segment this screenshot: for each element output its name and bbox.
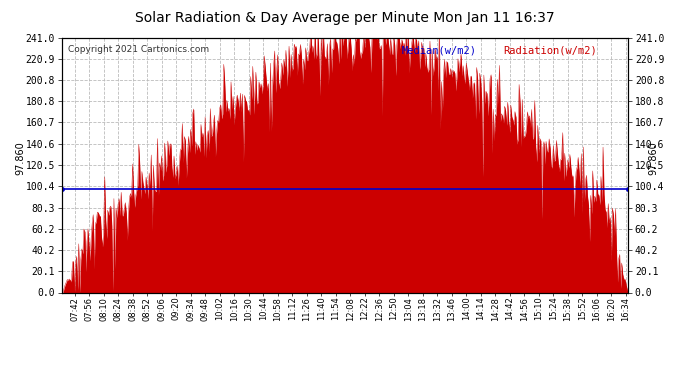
Text: Median(w/m2): Median(w/m2): [402, 45, 477, 55]
Text: Radiation(w/m2): Radiation(w/m2): [504, 45, 597, 55]
Text: 97.860: 97.860: [15, 141, 26, 175]
Text: Solar Radiation & Day Average per Minute Mon Jan 11 16:37: Solar Radiation & Day Average per Minute…: [135, 11, 555, 25]
Text: Copyright 2021 Cartronics.com: Copyright 2021 Cartronics.com: [68, 45, 209, 54]
Text: 97.860: 97.860: [648, 141, 658, 175]
